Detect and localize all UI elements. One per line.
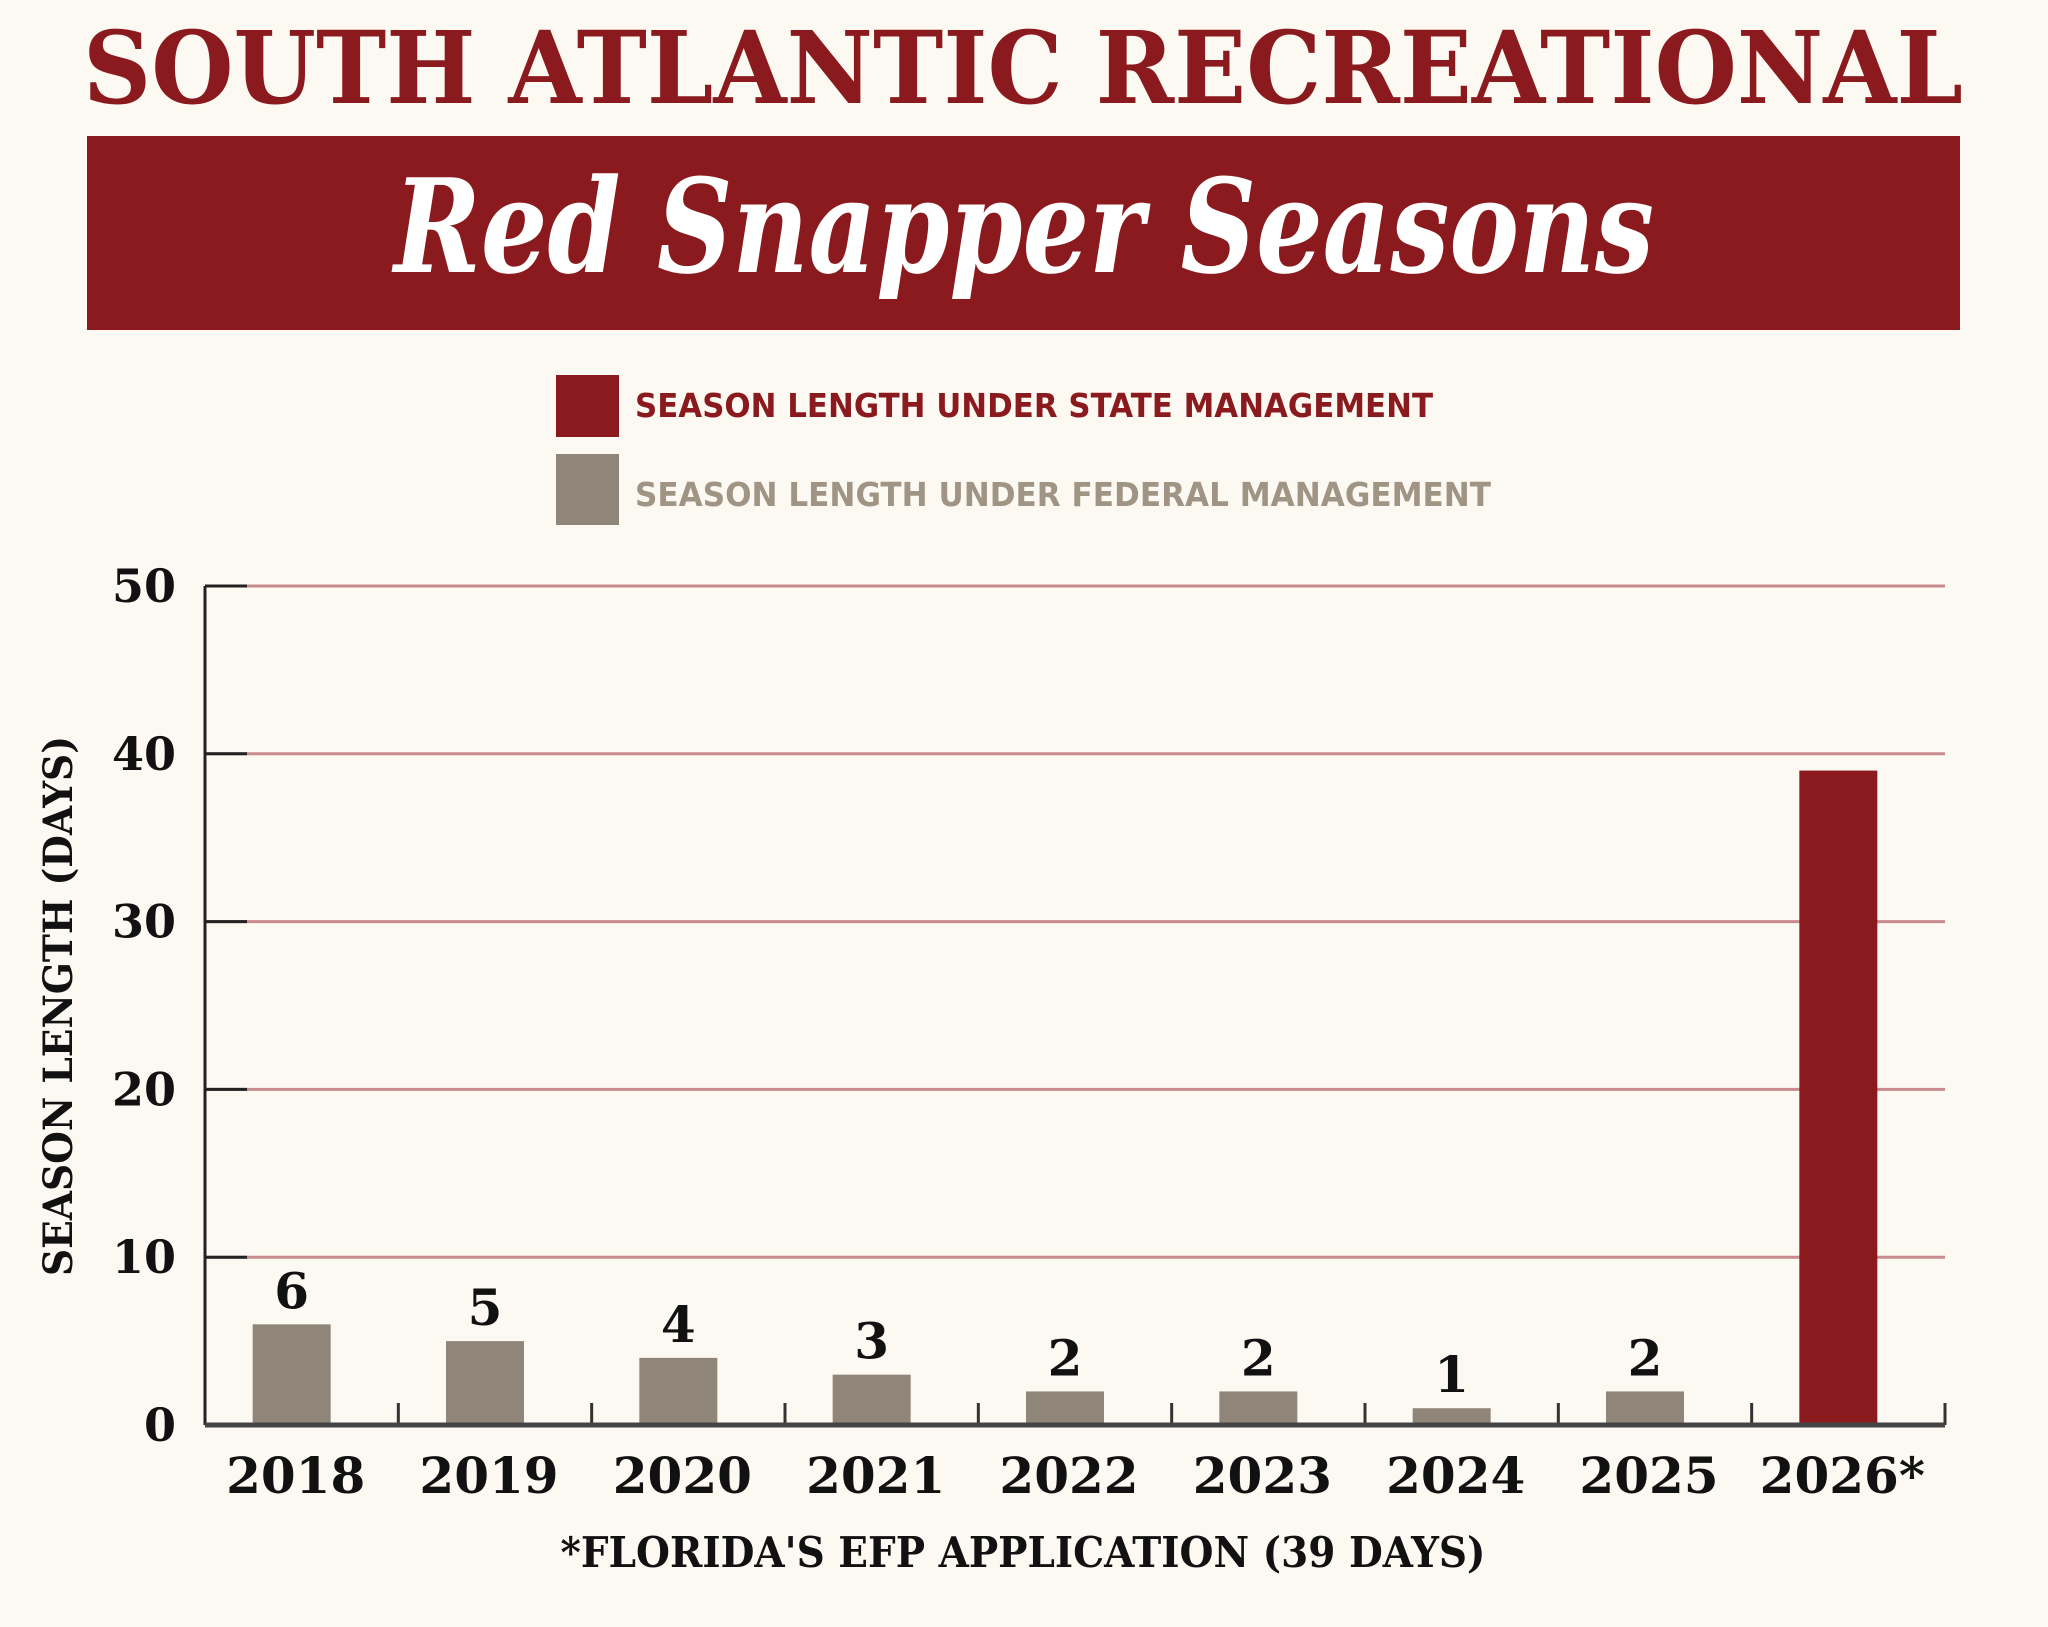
bar-2025: [1606, 1391, 1684, 1425]
legend-label-state: SEASON LENGTH UNDER STATE MANAGEMENT: [635, 386, 1433, 425]
data-label: 2: [1628, 1328, 1663, 1387]
bar-2024: [1412, 1408, 1491, 1425]
title-banner: [87, 136, 1960, 330]
y-tick-label: 0: [144, 1398, 176, 1452]
data-label: 3: [854, 1312, 889, 1371]
bar-2023: [1219, 1391, 1298, 1425]
legend-swatch-federal: [556, 454, 619, 525]
legend: SEASON LENGTH UNDER STATE MANAGEMENT SEA…: [556, 375, 1491, 525]
x-tick-label: 2023: [1193, 1446, 1332, 1505]
bar-2019: [446, 1341, 524, 1425]
x-tick-label: 2024: [1386, 1446, 1525, 1505]
data-label: 2: [1241, 1328, 1276, 1387]
x-tick-label: 2022: [999, 1446, 1138, 1505]
x-tick-label: 2021: [806, 1446, 945, 1505]
x-tick-label: 2019: [419, 1446, 558, 1505]
bar-2021: [832, 1374, 911, 1425]
legend-label-federal: SEASON LENGTH UNDER FEDERAL MANAGEMENT: [635, 475, 1491, 514]
banner-title: Red Snapper Seasons: [391, 150, 1654, 303]
y-tick-label: 30: [112, 895, 176, 949]
main-title: SOUTH ATLANTIC RECREATIONAL: [83, 9, 1963, 127]
data-label: 1: [1434, 1345, 1469, 1404]
x-tick-label: 2018: [226, 1446, 365, 1505]
data-label: 4: [661, 1295, 696, 1354]
data-label: 6: [274, 1261, 309, 1320]
y-tick-label: 50: [112, 559, 176, 613]
y-axis-label: SEASON LENGTH (DAYS): [35, 736, 82, 1276]
x-tick-label: 2025: [1579, 1446, 1718, 1505]
bar-2020: [639, 1357, 718, 1425]
bar-2026: [1799, 770, 1878, 1425]
y-tick-label: 20: [112, 1062, 176, 1116]
bar-2018: [252, 1324, 331, 1425]
x-tick-label: 2026*: [1760, 1446, 1925, 1505]
bar-2022: [1026, 1391, 1104, 1425]
y-tick-label: 40: [112, 727, 176, 781]
data-label: 5: [468, 1278, 503, 1337]
footnote: *FLORIDA'S EFP APPLICATION (39 DAYS): [561, 1528, 1486, 1577]
y-tick-label: 10: [112, 1230, 176, 1284]
data-label: 2: [1048, 1328, 1083, 1387]
legend-swatch-state: [556, 375, 619, 437]
x-tick-label: 2020: [613, 1446, 752, 1505]
